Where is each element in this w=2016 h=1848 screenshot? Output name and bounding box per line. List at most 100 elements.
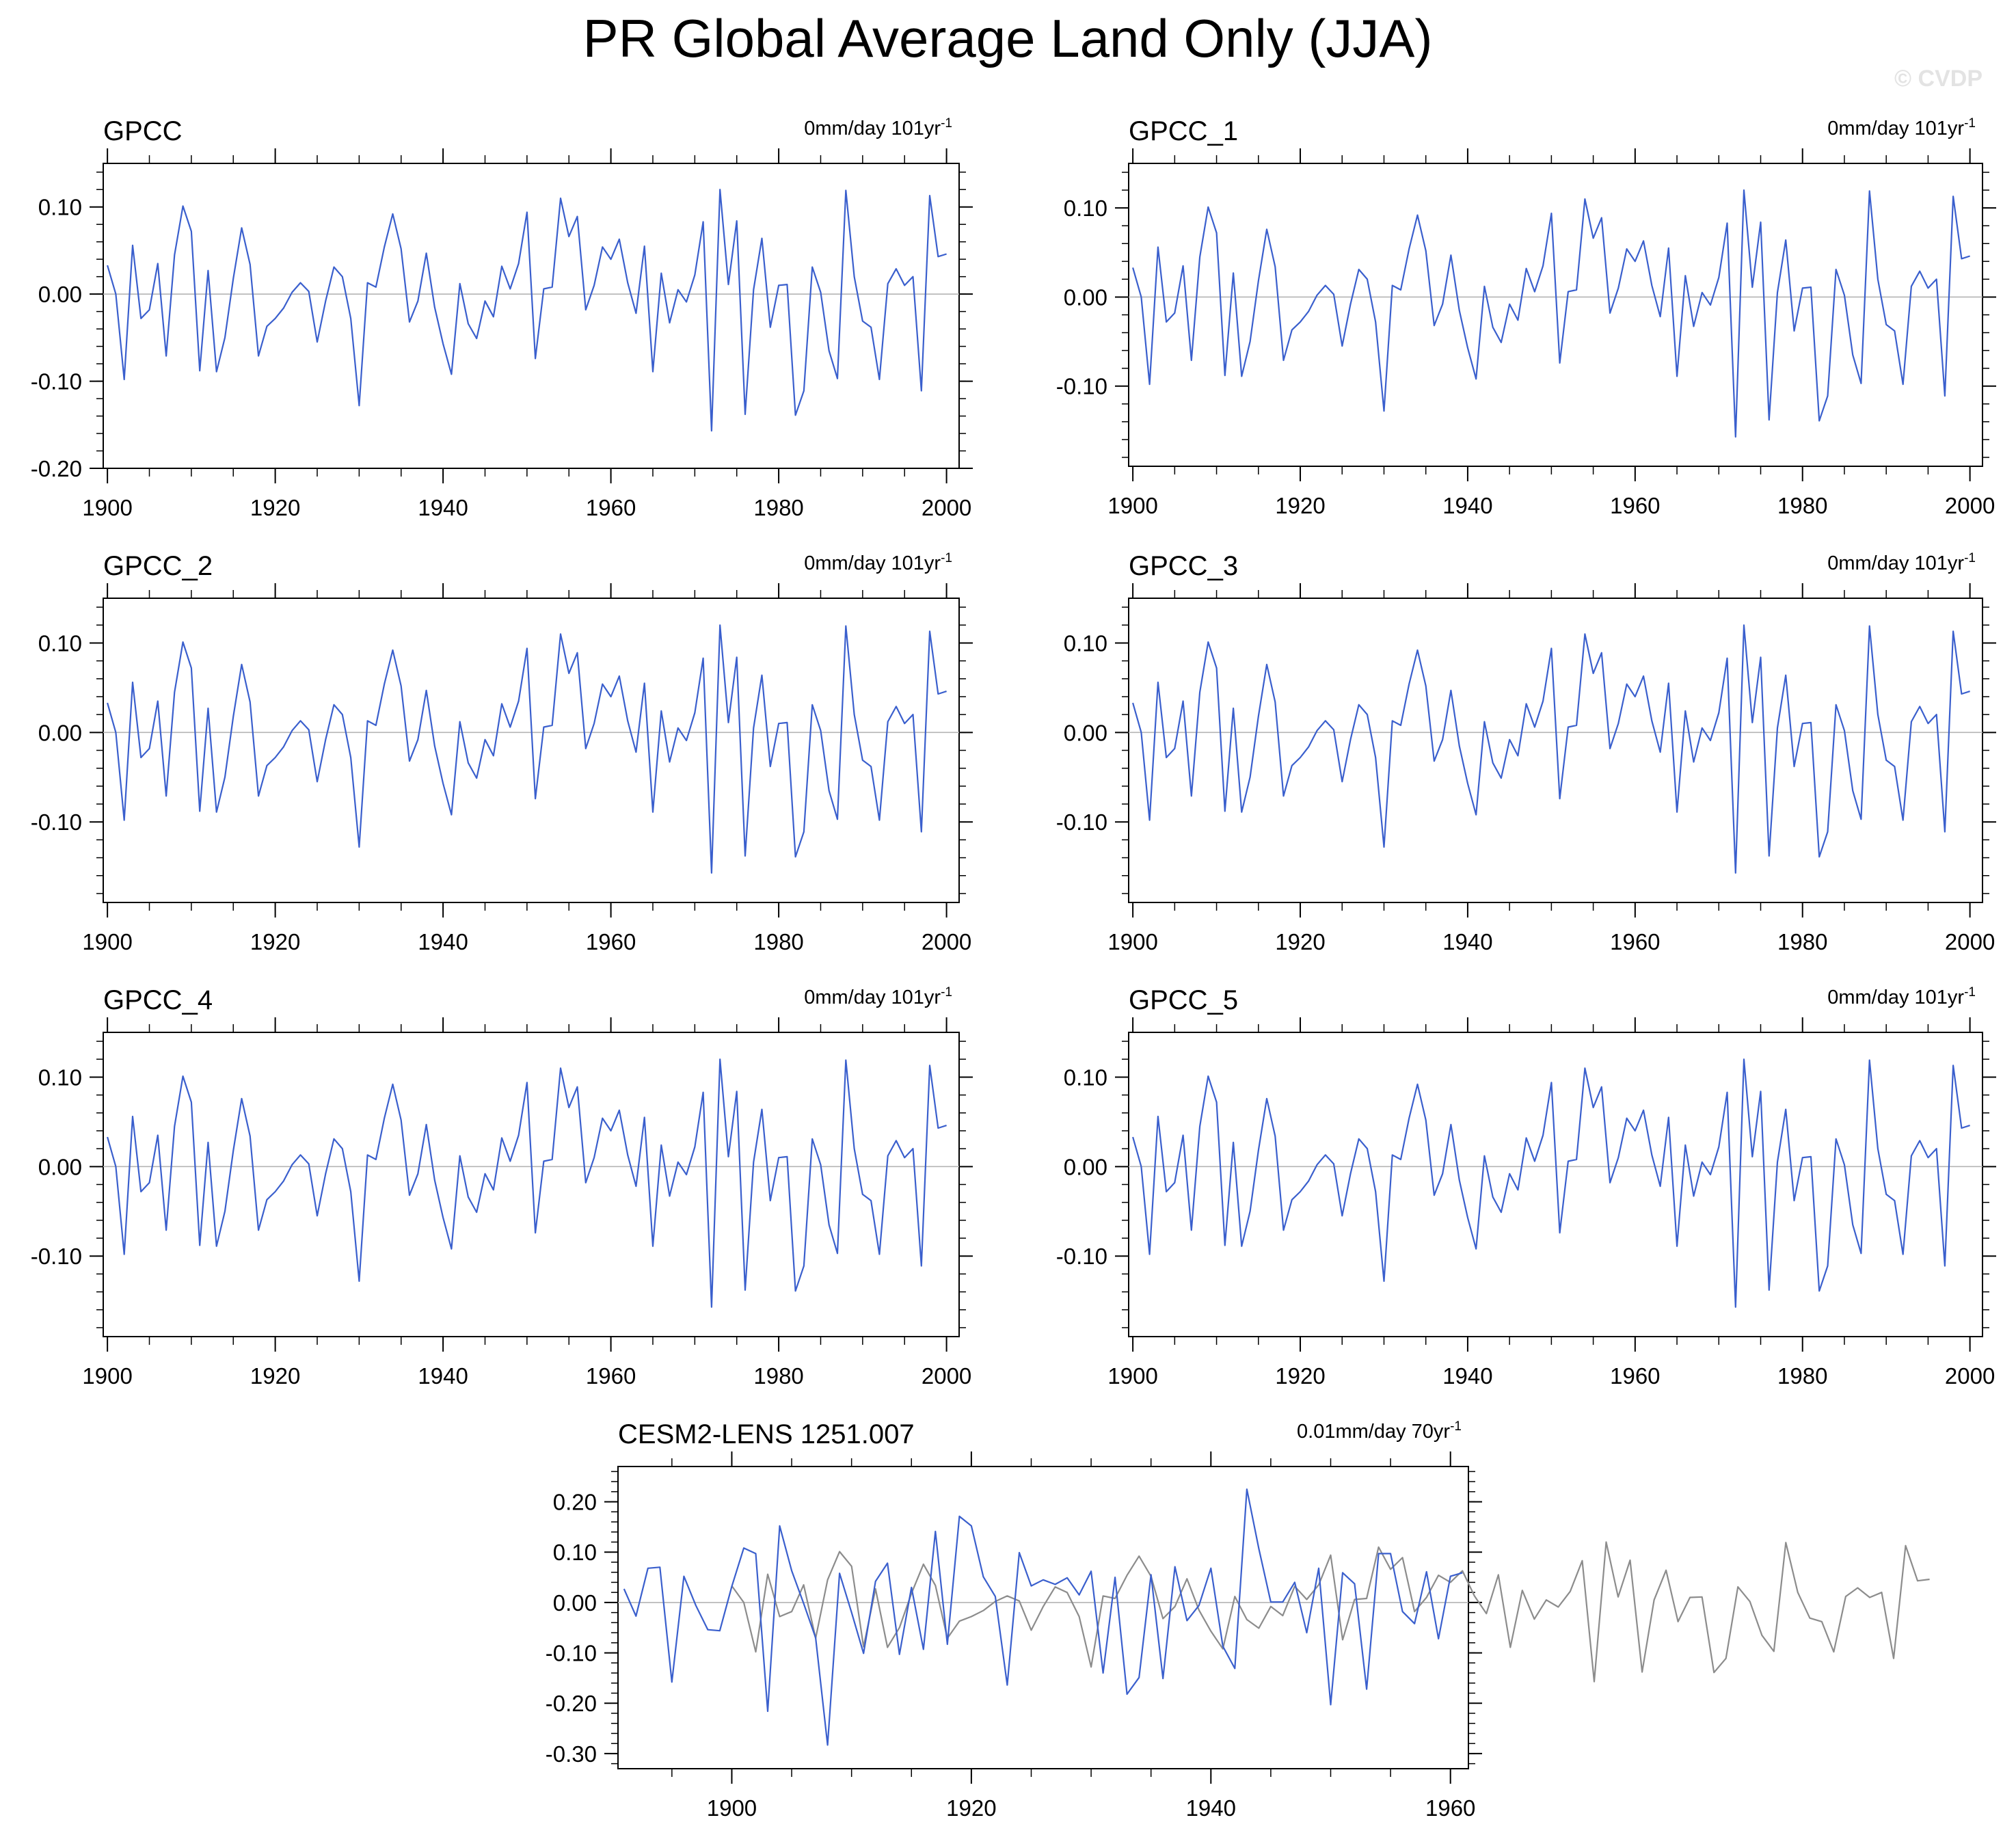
- x-tick-label: 1900: [1107, 929, 1157, 954]
- y-tick-label: 0.10: [1064, 196, 1107, 221]
- x-tick-label: 2000: [1945, 493, 1995, 518]
- plot-frame: [1128, 1032, 1983, 1337]
- x-tick-label: 2000: [922, 929, 971, 954]
- panel-title: GPCC_5: [1129, 985, 1238, 1015]
- x-tick-label: 1920: [1275, 929, 1325, 954]
- panel-title: GPCC: [103, 116, 183, 146]
- plot-frame: [103, 1032, 960, 1337]
- panels: -0.20 -0.10 0.00 0.10 1900 1920 1940 1960 1980 20…: [31, 116, 1996, 1821]
- y-tick-label: 0.10: [1064, 1064, 1107, 1090]
- x-tick-label: 2000: [1945, 929, 1995, 954]
- y-tick-label: 0.10: [38, 1064, 82, 1090]
- y-tick-label: 0.10: [1064, 630, 1107, 656]
- y-tick-label: -0.20: [31, 456, 82, 481]
- y-tick-label: 0.00: [1064, 1154, 1107, 1179]
- chart-panel-p0: -0.20 -0.10 0.00 0.10 1900 1920 1940 1960 1980 20…: [31, 116, 973, 520]
- y-tick-label: -0.10: [1056, 809, 1107, 835]
- y-tick-label: 0.00: [38, 720, 82, 745]
- y-tick-label: 0.10: [38, 630, 82, 656]
- x-tick-label: 1940: [1442, 1363, 1492, 1389]
- x-tick-label: 1900: [82, 495, 132, 520]
- series-line-gpcc: [107, 624, 947, 874]
- x-tick-label: 2000: [922, 1363, 971, 1389]
- x-tick-label: 1980: [1777, 1363, 1827, 1389]
- y-tick-label: 0.00: [1064, 284, 1107, 310]
- x-tick-label: 1920: [1275, 493, 1325, 518]
- x-tick-label: 1980: [753, 495, 803, 520]
- y-tick-label: -0.10: [31, 1244, 82, 1269]
- trend-label: 0mm/day 101yr-1: [1827, 985, 1976, 1008]
- chart-panel-p5: -0.10 0.00 0.10 1900 1920 1940 1960 1980 2000 GPC…: [1056, 985, 1996, 1389]
- x-tick-label: 1960: [1425, 1795, 1475, 1821]
- plot-frame: [1128, 598, 1983, 903]
- x-tick-label: 2000: [1945, 1363, 1995, 1389]
- trend-label: 0.01mm/day 70yr-1: [1297, 1419, 1462, 1443]
- x-tick-label: 1940: [1442, 929, 1492, 954]
- y-tick-label: 0.00: [1064, 720, 1107, 745]
- trend-label: 0mm/day 101yr-1: [804, 116, 952, 139]
- y-tick-label: 0.00: [38, 1154, 82, 1179]
- y-tick-label: -0.10: [546, 1641, 597, 1666]
- x-tick-label: 1920: [250, 1363, 300, 1389]
- chart-panel-p6: -0.30 -0.20 -0.10 0.00 0.10 0.20 1900 1920 1940 1…: [546, 1419, 1930, 1821]
- x-tick-label: 1980: [1777, 929, 1827, 954]
- chart-panel-p2: -0.10 0.00 0.10 1900 1920 1940 1960 1980 2000 GPC…: [31, 551, 973, 954]
- x-tick-label: 1900: [1107, 493, 1157, 518]
- x-tick-label: 1960: [1610, 929, 1660, 954]
- x-tick-label: 1980: [753, 1363, 803, 1389]
- x-tick-label: 1920: [946, 1795, 996, 1821]
- y-tick-label: -0.20: [546, 1691, 597, 1716]
- y-tick-label: -0.30: [546, 1741, 597, 1767]
- series-line-gpcc: [1132, 1058, 1970, 1308]
- x-tick-label: 1900: [1107, 1363, 1157, 1389]
- series-line-gpcc: [107, 189, 947, 432]
- panel-title: GPCC_1: [1129, 116, 1238, 146]
- figure-title: PR Global Average Land Only (JJA): [583, 8, 1433, 68]
- x-tick-label: 1940: [418, 1363, 468, 1389]
- y-tick-label: 0.00: [38, 282, 82, 307]
- plot-frame: [617, 1466, 1469, 1769]
- x-tick-label: 1900: [82, 1363, 132, 1389]
- chart-panel-p3: -0.10 0.00 0.10 1900 1920 1940 1960 1980 2000 GPC…: [1056, 551, 1996, 954]
- x-tick-label: 1900: [82, 929, 132, 954]
- x-tick-label: 1900: [707, 1795, 757, 1821]
- y-tick-label: 0.00: [553, 1590, 597, 1616]
- panel-title: CESM2-LENS 1251.007: [618, 1419, 915, 1449]
- x-tick-label: 1940: [1186, 1795, 1236, 1821]
- watermark: © CVDP: [1894, 66, 1983, 92]
- trend-label: 0mm/day 101yr-1: [804, 985, 952, 1008]
- x-tick-label: 1960: [1610, 493, 1660, 518]
- trend-label: 0mm/day 101yr-1: [1827, 551, 1976, 574]
- x-tick-label: 1940: [418, 929, 468, 954]
- x-tick-label: 1920: [250, 495, 300, 520]
- plot-frame: [103, 163, 960, 469]
- x-tick-label: 1920: [250, 929, 300, 954]
- series-line-gpcc: [731, 1541, 1930, 1683]
- panel-title: GPCC_2: [103, 551, 213, 581]
- panel-title: GPCC_3: [1129, 551, 1238, 581]
- x-tick-label: 2000: [922, 495, 971, 520]
- y-tick-label: 0.10: [38, 195, 82, 220]
- x-tick-label: 1980: [1777, 493, 1827, 518]
- trend-label: 0mm/day 101yr-1: [1827, 116, 1976, 139]
- x-tick-label: 1980: [753, 929, 803, 954]
- trend-label: 0mm/day 101yr-1: [804, 551, 952, 574]
- series-line-gpcc: [1132, 189, 1970, 438]
- series-line-gpcc: [1132, 624, 1970, 874]
- y-tick-label: -0.10: [31, 369, 82, 394]
- y-tick-label: -0.10: [31, 809, 82, 835]
- panel-title: GPCC_4: [103, 985, 213, 1015]
- y-tick-label: -0.10: [1056, 374, 1107, 399]
- x-tick-label: 1960: [586, 929, 636, 954]
- chart-panel-p4: -0.10 0.00 0.10 1900 1920 1940 1960 1980 2000 GPC…: [31, 985, 973, 1389]
- x-tick-label: 1920: [1275, 1363, 1325, 1389]
- y-tick-label: -0.10: [1056, 1244, 1107, 1269]
- x-tick-label: 1940: [418, 495, 468, 520]
- x-tick-label: 1940: [1442, 493, 1492, 518]
- chart-panel-p1: -0.10 0.00 0.10 1900 1920 1940 1960 1980 2000 GPC…: [1056, 116, 1996, 518]
- x-tick-label: 1960: [1610, 1363, 1660, 1389]
- y-tick-label: 0.10: [553, 1540, 597, 1565]
- plot-frame: [1128, 163, 1983, 467]
- series-line-gpcc: [107, 1058, 947, 1308]
